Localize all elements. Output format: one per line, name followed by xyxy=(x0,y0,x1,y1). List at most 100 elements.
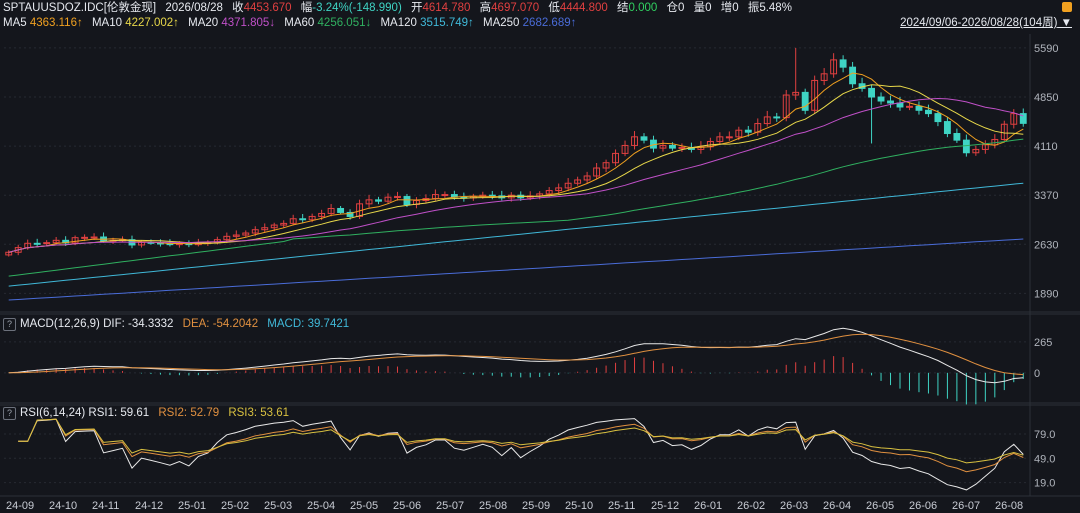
candle xyxy=(261,227,269,231)
candle xyxy=(811,79,819,111)
candle xyxy=(981,144,989,150)
ma250-line xyxy=(8,238,1024,301)
x-tick-label: 26-08 xyxy=(995,500,1023,512)
x-tick-label: 26-02 xyxy=(737,500,765,512)
candle xyxy=(394,196,401,199)
amplitude-value: 5.48% xyxy=(759,2,792,14)
candle xyxy=(612,152,619,164)
candle xyxy=(545,190,553,195)
x-tick-label: 25-08 xyxy=(479,500,507,512)
candle xyxy=(621,144,629,154)
candle xyxy=(830,59,838,75)
candle xyxy=(716,136,724,142)
candle xyxy=(574,179,582,184)
candle xyxy=(659,144,667,149)
symbol: SPTAUUSDOZ.IDC[伦敦金现] xyxy=(3,2,157,14)
candle xyxy=(763,116,771,125)
ma10-value: 4227.002↑ xyxy=(125,17,179,29)
price-tick-label: 5590 xyxy=(1034,43,1058,55)
candle xyxy=(270,224,278,229)
price-tick-label: 2630 xyxy=(1034,239,1058,251)
candle xyxy=(289,218,297,224)
candle xyxy=(792,91,800,96)
amplitude-label: 振 xyxy=(747,2,760,14)
x-tick-label: 25-11 xyxy=(608,500,635,512)
price-tick-label: 1890 xyxy=(1034,288,1058,300)
rsi2-value: 52.79 xyxy=(190,407,220,419)
increase-label: 增 xyxy=(720,2,733,14)
candle xyxy=(14,247,22,253)
ma20-line xyxy=(8,97,1024,253)
candle xyxy=(735,129,743,138)
rsi-title: RSI(6,14,24) xyxy=(20,407,86,419)
macd-legend: ? MACD(12,26,9) DIF: -34.3332 DEA: -54.20… xyxy=(3,318,349,331)
candle xyxy=(337,207,345,213)
ma120-value: 3515.749↑ xyxy=(420,17,474,29)
price-tick-label: 4850 xyxy=(1034,92,1058,104)
candle xyxy=(90,236,98,239)
candle xyxy=(403,196,411,205)
x-tick-label: 25-12 xyxy=(651,500,679,512)
dif-label: DIF: xyxy=(103,318,125,330)
candle xyxy=(1019,113,1027,124)
candle xyxy=(384,196,392,202)
x-tick-label: 26-07 xyxy=(952,500,980,512)
macd-value: 39.7421 xyxy=(307,318,350,330)
candle xyxy=(593,167,601,177)
candle xyxy=(934,113,942,123)
candle xyxy=(953,133,961,141)
rsi-tick-label: 49.0 xyxy=(1034,453,1055,465)
x-tick-label: 26-06 xyxy=(909,500,937,512)
rsi1-label: RSI1: xyxy=(88,407,118,419)
candle xyxy=(327,207,335,214)
candle xyxy=(906,105,913,108)
candle xyxy=(564,182,572,189)
lock-icon[interactable] xyxy=(1062,2,1072,12)
date-range-text[interactable]: 2024/09/06-2026/08/28(104周) xyxy=(900,17,1058,29)
candle xyxy=(697,146,705,150)
change-label: 幅 xyxy=(300,2,313,14)
x-tick-label: 24-10 xyxy=(49,500,77,512)
macd-title: MACD(12,26,9) xyxy=(20,318,100,330)
close-label: 收 xyxy=(232,2,244,14)
x-tick-label: 26-05 xyxy=(866,500,894,512)
candle xyxy=(744,129,752,133)
candle xyxy=(242,232,250,236)
candle xyxy=(962,139,970,154)
candle xyxy=(1000,123,1008,140)
settle-label: 结 xyxy=(617,2,629,14)
quote-header: SPTAUUSDOZ.IDC[伦敦金现] 2026/08/28 收4453.67… xyxy=(3,1,792,15)
candle xyxy=(678,146,686,149)
candle xyxy=(602,162,610,169)
ma5-value: 4363.116↑ xyxy=(29,17,83,29)
high-value: 4697.070 xyxy=(491,2,540,14)
dea-line xyxy=(8,333,1024,376)
price-tick-label: 4110 xyxy=(1034,141,1058,153)
x-tick-label: 25-03 xyxy=(264,500,292,512)
help-icon[interactable]: ? xyxy=(3,318,16,331)
candle xyxy=(365,199,373,205)
x-tick-label: 25-07 xyxy=(436,500,464,512)
rsi-tick-label: 79.0 xyxy=(1034,429,1055,441)
dea-label: DEA: xyxy=(182,318,210,330)
help-icon[interactable]: ? xyxy=(3,407,16,420)
dif-line xyxy=(8,327,1024,384)
candle xyxy=(43,242,51,245)
ma60-value: 4256.051↓ xyxy=(317,17,372,29)
candle xyxy=(346,211,354,217)
ma-legend: MA5 4363.116↑ MA10 4227.002↑ MA20 4371.8… xyxy=(3,16,576,30)
rsi3-value: 53.61 xyxy=(260,407,290,419)
candle xyxy=(972,148,980,154)
dea-value: -54.2042 xyxy=(212,318,259,330)
rsi-tick-label: 19.0 xyxy=(1034,478,1055,490)
macd-tick-label: 265 xyxy=(1034,337,1052,349)
candle xyxy=(849,66,857,85)
candle xyxy=(773,116,781,119)
candle xyxy=(232,234,240,237)
date-range-selector[interactable]: 2024/09/06-2026/08/28(104周) ▼ xyxy=(900,17,1072,29)
ma10-label: MA10 xyxy=(91,17,122,29)
oi-value: 0 xyxy=(677,2,685,14)
candle xyxy=(280,222,288,226)
candle xyxy=(299,218,307,221)
